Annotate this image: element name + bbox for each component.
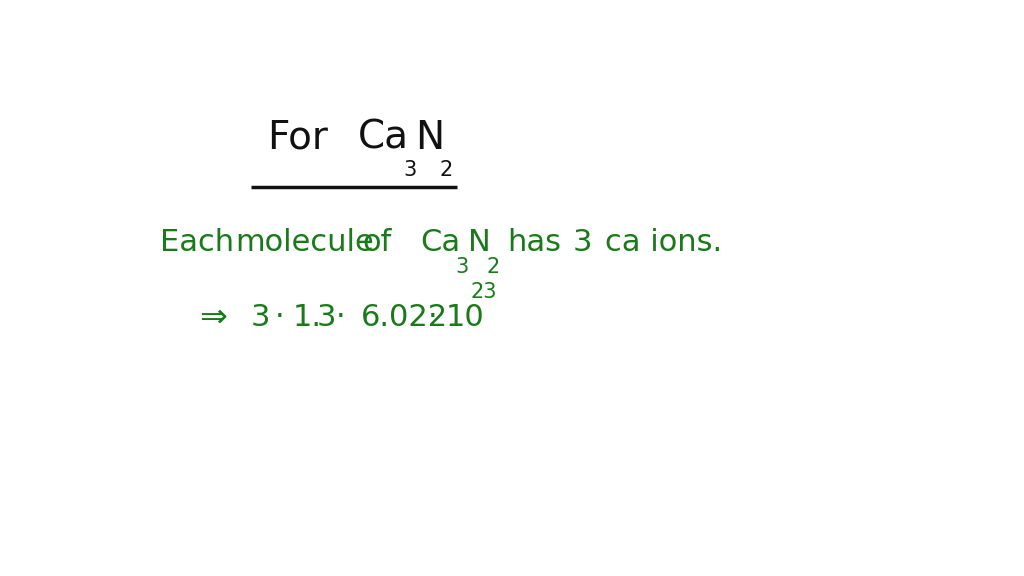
Text: 3: 3	[316, 304, 336, 332]
Text: ca ions.: ca ions.	[605, 228, 722, 257]
Text: For: For	[267, 119, 328, 157]
Text: Ca: Ca	[358, 119, 410, 157]
Text: ·: ·	[274, 304, 285, 332]
Text: N: N	[416, 119, 444, 157]
Text: 10: 10	[445, 304, 484, 332]
Text: 6.022: 6.022	[360, 304, 447, 332]
Text: 3: 3	[251, 304, 270, 332]
Text: molecule: molecule	[236, 228, 374, 257]
Text: ⇒: ⇒	[200, 300, 227, 334]
Text: 3: 3	[572, 228, 592, 257]
Text: 1.: 1.	[292, 304, 322, 332]
Text: 2: 2	[439, 160, 453, 180]
Text: 2: 2	[486, 257, 500, 277]
Text: has: has	[507, 228, 561, 257]
Text: 3: 3	[403, 160, 417, 180]
Text: ·: ·	[336, 304, 345, 332]
Text: of: of	[362, 228, 391, 257]
Text: 3: 3	[456, 257, 469, 277]
Text: 23: 23	[471, 282, 498, 301]
Text: Each: Each	[160, 228, 233, 257]
Text: N: N	[468, 228, 490, 257]
Text: ·: ·	[428, 304, 437, 332]
Text: Ca: Ca	[420, 228, 460, 257]
